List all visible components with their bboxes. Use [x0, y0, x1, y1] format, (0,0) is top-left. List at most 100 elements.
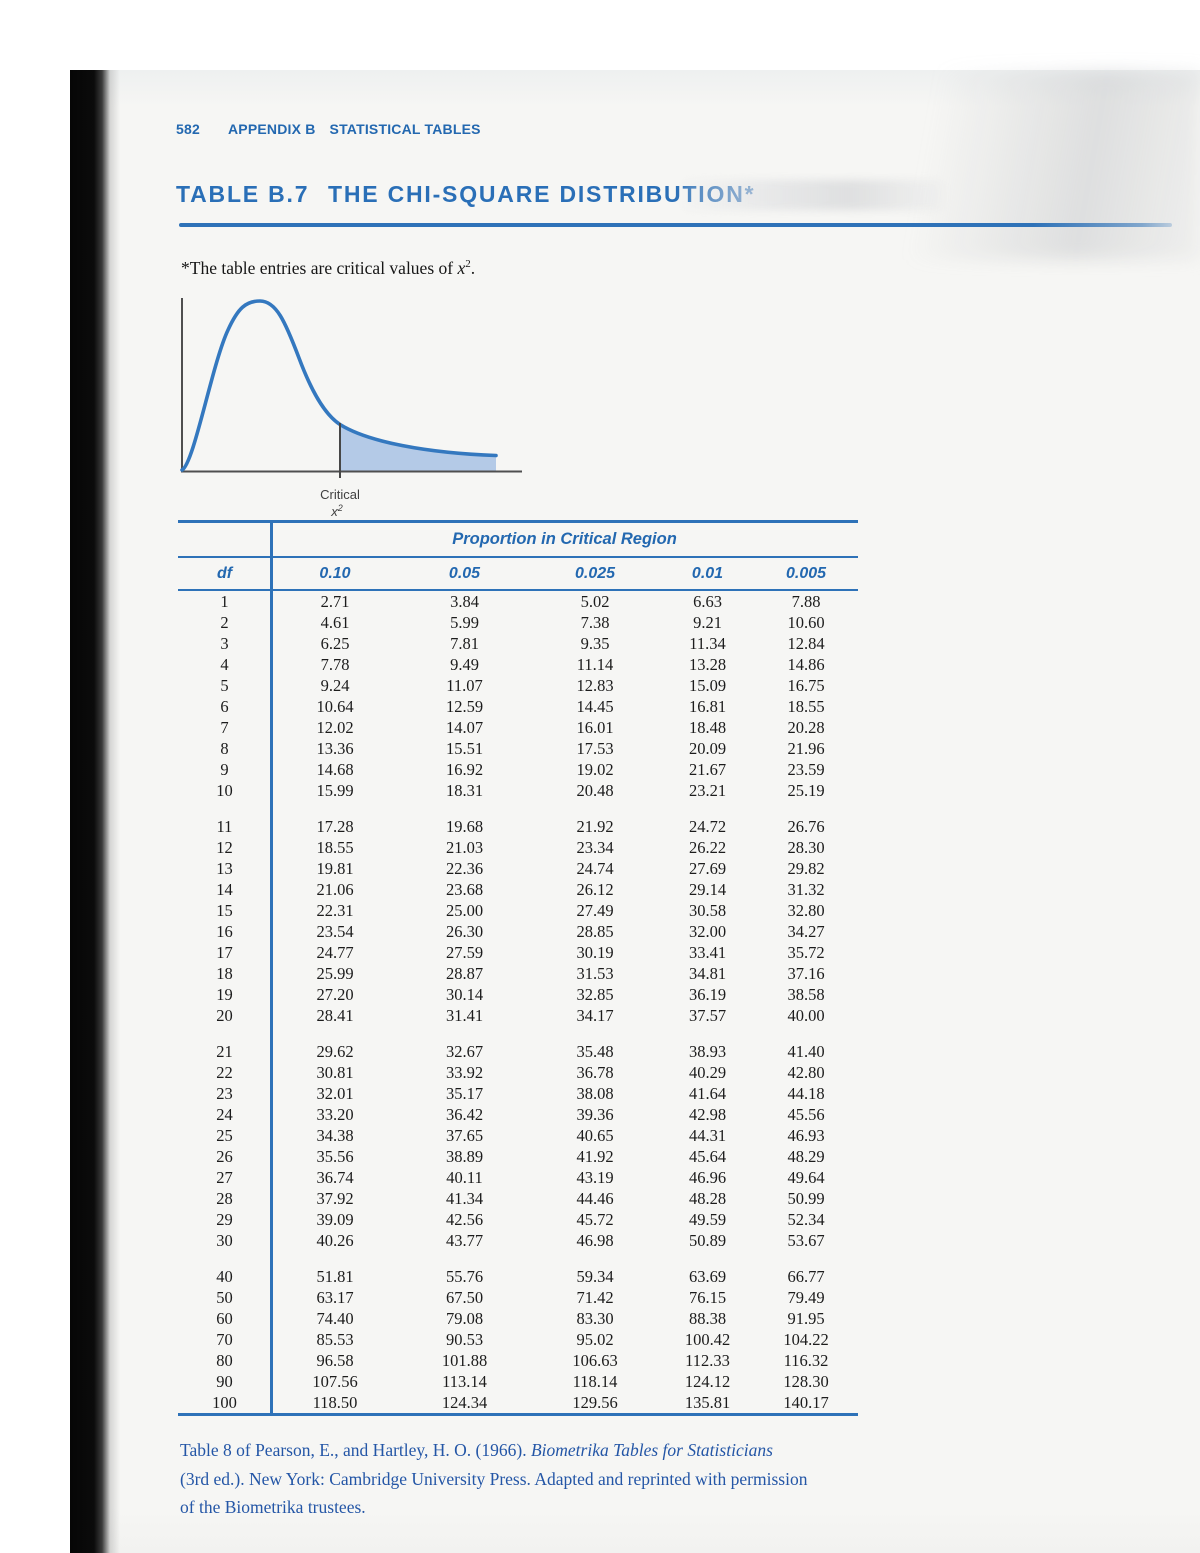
critical-value-cell: 32.85 [576, 985, 614, 1004]
df-cell: 30 [216, 1231, 233, 1250]
critical-value-cell: 43.19 [576, 1168, 614, 1187]
critical-value-cell: 44.18 [787, 1084, 825, 1103]
critical-value-cell: 34.17 [576, 1006, 614, 1025]
critical-value-cell: 45.56 [787, 1105, 825, 1124]
critical-value-cell: 32.67 [445, 1042, 484, 1061]
critical-value-cell: 20.09 [688, 739, 727, 758]
critical-value-cell: 113.14 [442, 1372, 487, 1391]
critical-value-cell: 41.92 [576, 1147, 614, 1166]
chi-square-table: Proportion in Critical Region df 0.10 0.05… [178, 520, 858, 1416]
critical-value-cell: 6.63 [693, 592, 722, 611]
critical-value-cell: 42.56 [445, 1210, 484, 1229]
column-header: 0.01 [691, 564, 724, 582]
table-row: 12 18.55 21.03 23.34 26.22 28.30 [178, 837, 858, 858]
critical-value-cell: 12.59 [445, 697, 484, 716]
critical-value-cell: 26.76 [787, 817, 825, 836]
chi-square-distribution-figure: Critical x2 [180, 298, 522, 519]
critical-value-cell: 91.95 [787, 1309, 825, 1328]
critical-value-cell: 4.61 [320, 613, 350, 632]
critical-value-cell: 50.99 [787, 1189, 825, 1208]
table-row: 15 22.31 25.00 27.49 30.58 32.80 [178, 900, 858, 921]
table-row: 10 15.99 18.31 20.48 23.21 25.19 [178, 780, 858, 801]
table-row: 6 10.64 12.59 14.45 16.81 18.55 [178, 696, 858, 717]
source-citation: Table 8 of Pearson, E., and Hartley, H. … [180, 1436, 940, 1522]
critical-value-cell: 23.54 [316, 922, 354, 941]
df-cell: 19 [216, 985, 233, 1004]
critical-value-cell: 28.30 [787, 838, 825, 857]
table-row: 100 118.50 124.34 129.56 135.81 140.17 [178, 1392, 858, 1413]
critical-value-cell: 15.99 [316, 781, 354, 800]
footnote-period: . [470, 257, 476, 278]
critical-value-cell: 63.17 [316, 1288, 354, 1307]
critical-value-cell: 25.99 [316, 964, 354, 983]
critical-value-cell: 107.56 [312, 1372, 358, 1391]
df-cell: 8 [220, 739, 229, 758]
critical-value-cell: 43.77 [445, 1231, 484, 1250]
df-cell: 90 [216, 1372, 233, 1391]
critical-value-cell: 128.30 [783, 1372, 829, 1391]
critical-value-cell: 20.28 [787, 718, 825, 737]
critical-value-cell: 46.98 [576, 1231, 614, 1250]
page-number: 582 [176, 121, 200, 137]
critical-value-cell: 35.72 [787, 943, 825, 962]
critical-value-cell: 35.17 [445, 1084, 484, 1103]
df-cell: 14 [216, 880, 233, 899]
table-row: 18 25.99 28.87 31.53 34.81 37.16 [178, 963, 858, 984]
critical-value-cell: 16.81 [688, 697, 727, 716]
table-bottom-rule [178, 1413, 858, 1416]
df-cell: 4 [220, 655, 229, 674]
critical-value-cell: 106.63 [572, 1351, 618, 1370]
critical-value-cell: 31.53 [576, 964, 614, 983]
table-row: 30 40.26 43.77 46.98 50.89 53.67 [178, 1230, 858, 1251]
citation-line: Table 8 of Pearson, E., and Hartley, H. … [180, 1436, 940, 1465]
critical-value-cell: 21.96 [787, 739, 825, 758]
df-cell: 3 [220, 634, 229, 653]
critical-value-cell: 14.45 [576, 697, 614, 716]
critical-value-cell: 74.40 [316, 1309, 354, 1328]
table-row: 4 7.78 9.49 11.14 13.28 14.86 [178, 654, 858, 675]
df-cell: 16 [216, 922, 233, 941]
df-cell: 26 [216, 1147, 233, 1166]
critical-value-cell: 38.08 [576, 1084, 614, 1103]
table-row-group: 11 17.28 19.68 21.92 24.72 26.76 12 18.55 21.03 2… [178, 816, 858, 1026]
critical-value-cell: 23.68 [445, 880, 484, 899]
critical-value-cell: 21.03 [445, 838, 484, 857]
critical-value-cell: 40.00 [787, 1006, 825, 1025]
critical-value-cell: 66.77 [787, 1267, 825, 1286]
critical-value-cell: 33.20 [316, 1105, 354, 1124]
appendix-label: APPENDIX B [227, 121, 316, 137]
critical-value-cell: 6.25 [320, 634, 350, 653]
table-group-header-row: Proportion in Critical Region [178, 523, 858, 556]
critical-value-cell: 37.65 [445, 1126, 484, 1145]
critical-value-cell: 36.19 [688, 985, 727, 1004]
df-cell: 70 [216, 1330, 233, 1349]
critical-value-cell: 2.71 [320, 592, 350, 611]
critical-value-cell: 12.84 [787, 634, 825, 653]
running-head: 582 APPENDIX B STATISTICAL TABLES [176, 121, 481, 137]
critical-value-cell: 46.96 [688, 1168, 727, 1187]
critical-value-cell: 27.59 [445, 943, 484, 962]
column-header: 0.025 [574, 564, 616, 582]
df-cell: 7 [220, 718, 229, 737]
critical-value-cell: 34.27 [787, 922, 825, 941]
critical-value-cell: 31.41 [445, 1006, 484, 1025]
table-row: 70 85.53 90.53 95.02 100.42 104.22 [178, 1329, 858, 1350]
critical-value-cell: 36.74 [316, 1168, 354, 1187]
df-cell: 80 [216, 1351, 233, 1370]
table-row: 19 27.20 30.14 32.85 36.19 38.58 [178, 984, 858, 1005]
table-footnote: *The table entries are critical values o… [181, 258, 475, 279]
df-cell: 24 [216, 1105, 233, 1124]
critical-value-cell: 41.64 [688, 1084, 727, 1103]
critical-value-cell: 53.67 [787, 1231, 825, 1250]
critical-value-cell: 42.80 [787, 1063, 825, 1082]
critical-value-cell: 28.41 [316, 1006, 354, 1025]
column-header: df [216, 564, 233, 582]
table-row: 24 33.20 36.42 39.36 42.98 45.56 [178, 1104, 858, 1125]
table-row-group: 40 51.81 55.76 59.34 63.69 66.77 50 63.17 67.50 7… [178, 1266, 858, 1413]
df-cell: 15 [216, 901, 233, 920]
footnote-variable: x [457, 257, 466, 278]
critical-value-cell: 67.50 [445, 1288, 484, 1307]
df-cell: 20 [216, 1006, 233, 1025]
critical-value-cell: 23.59 [787, 760, 825, 779]
